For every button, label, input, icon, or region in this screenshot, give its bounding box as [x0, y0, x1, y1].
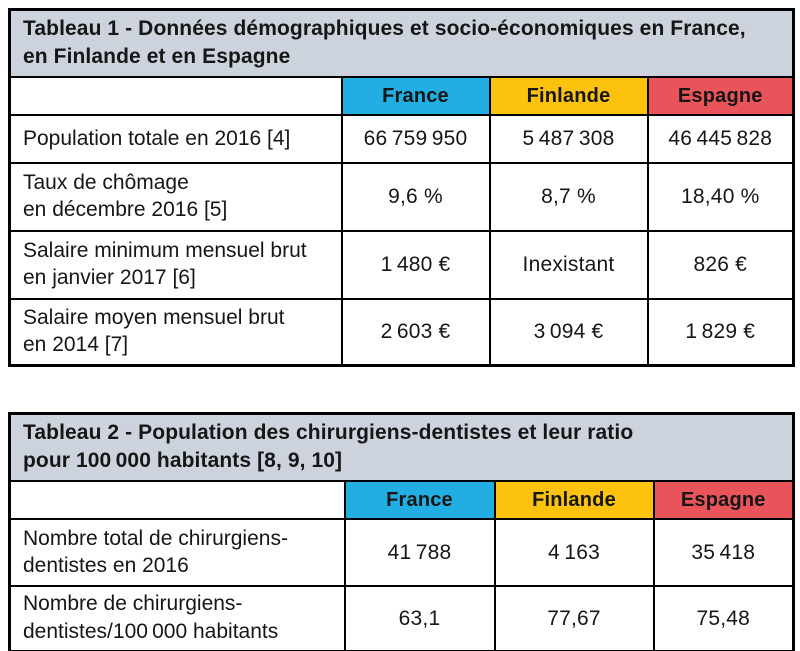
table1-row4-espagne: 1 829 €	[646, 298, 795, 367]
table1-row1-finlande: 5 487 308	[488, 114, 649, 165]
table2-row1-finlande: 4 163	[493, 518, 655, 588]
table1-row1-espagne: 46 445 828	[646, 114, 795, 165]
table1-header-france: France	[340, 76, 491, 117]
table1-row2-espagne: 18,40 %	[646, 162, 795, 233]
table2-row1-label: Nombre total de chirurgiens- dentistes e…	[8, 518, 346, 588]
table1-row3-finlande: Inexistant	[488, 230, 649, 301]
table-row: Population totale en 2016 [4] 66 759 950…	[8, 114, 795, 165]
table2-dentists: Tableau 2 - Population des chirurgiens-d…	[8, 412, 796, 651]
table1-header-empty-cell	[8, 76, 343, 117]
table2-header-espagne: Espagne	[652, 480, 795, 521]
table1-row2-label: Taux de chômage en décembre 2016 [5]	[8, 162, 343, 233]
table2-title: Tableau 2 - Population des chirurgiens-d…	[8, 412, 795, 483]
table-row: Salaire moyen mensuel brut en 2014 [7] 2…	[8, 298, 795, 367]
table-row: Nombre total de chirurgiens- dentistes e…	[8, 518, 795, 588]
table1-title: Tableau 1 - Données démographiques et so…	[8, 8, 795, 79]
table1-row4-france: 2 603 €	[340, 298, 491, 367]
table1-row4-label: Salaire moyen mensuel brut en 2014 [7]	[8, 298, 343, 367]
table1-row1-label: Population totale en 2016 [4]	[8, 114, 343, 165]
table2-header-france: France	[343, 480, 496, 521]
table1-row1-france: 66 759 950	[340, 114, 491, 165]
table2-row2-france: 63,1	[343, 585, 496, 651]
table2-row2-finlande: 77,67	[493, 585, 655, 651]
table1-header-row: France Finlande Espagne	[8, 76, 795, 117]
table1-demographics: Tableau 1 - Données démographiques et so…	[8, 8, 796, 367]
table1-row4-finlande: 3 094 €	[488, 298, 649, 367]
table1-row2-france: 9,6 %	[340, 162, 491, 233]
table1-row2-finlande: 8,7 %	[488, 162, 649, 233]
table-row: Taux de chômage en décembre 2016 [5] 9,6…	[8, 162, 795, 233]
table1-row3-france: 1 480 €	[340, 230, 491, 301]
table2-title-row: Tableau 2 - Population des chirurgiens-d…	[8, 412, 795, 483]
table1-header-finlande: Finlande	[488, 76, 649, 117]
table1-row3-label: Salaire minimum mensuel brut en janvier …	[8, 230, 343, 301]
table2-header-empty-cell	[8, 480, 346, 521]
table1-title-row: Tableau 1 - Données démographiques et so…	[8, 8, 795, 79]
table2-row2-label: Nombre de chirurgiens- dentistes/100 000…	[8, 585, 346, 651]
table2-row1-france: 41 788	[343, 518, 496, 588]
table-row: Nombre de chirurgiens- dentistes/100 000…	[8, 585, 795, 651]
table1-header-espagne: Espagne	[646, 76, 795, 117]
table1-row3-espagne: 826 €	[646, 230, 795, 301]
table2-row1-espagne: 35 418	[652, 518, 795, 588]
table2-header-row: France Finlande Espagne	[8, 480, 795, 521]
table2-row2-espagne: 75,48	[652, 585, 795, 651]
table2-header-finlande: Finlande	[493, 480, 655, 521]
table-row: Salaire minimum mensuel brut en janvier …	[8, 230, 795, 301]
